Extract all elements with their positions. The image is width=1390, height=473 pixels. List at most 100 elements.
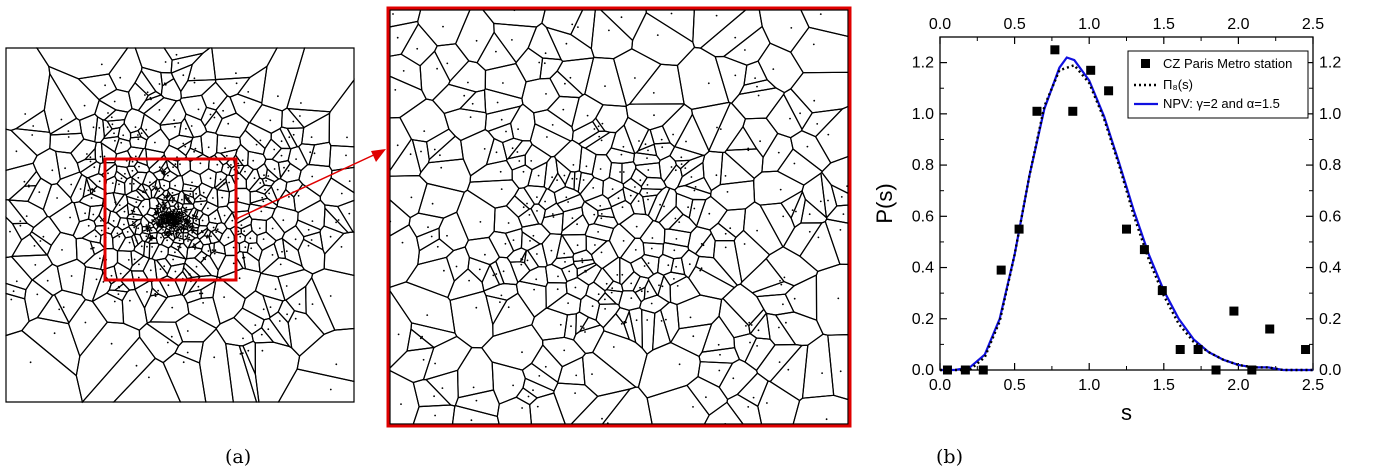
overview-cell: [168, 205, 177, 213]
overview-cell: [287, 145, 309, 172]
overview-site: [172, 258, 175, 261]
zoomed-site: [478, 268, 481, 271]
zoomed-site: [420, 150, 422, 153]
zoomed-site: [443, 269, 445, 272]
overview-cell: [134, 69, 157, 97]
zoomed-site: [685, 140, 687, 143]
zoomed-site: [665, 318, 667, 321]
zoomed-cell: [730, 87, 786, 120]
overview-site: [243, 256, 246, 259]
zoomed-site: [421, 335, 423, 338]
zoomed-site: [529, 240, 531, 242]
overview-site: [15, 150, 18, 153]
overview-cell: [250, 218, 268, 236]
zoom-arrow: [235, 152, 379, 220]
overview-cell: [238, 240, 250, 254]
overview-cell: [169, 220, 173, 227]
overview-site: [99, 155, 102, 158]
zoomed-cell: [425, 128, 457, 161]
overview-cell: [190, 240, 204, 250]
zoomed-site: [670, 166, 673, 168]
overview-site: [39, 240, 42, 242]
overview-cell: [241, 290, 271, 321]
zoomed-site: [581, 258, 583, 260]
overview-site: [174, 184, 177, 187]
y-tick-label: 1.0: [912, 106, 934, 123]
overview-site: [118, 204, 121, 207]
overview-cell: [200, 279, 217, 299]
zoomed-site: [756, 229, 758, 232]
overview-site: [172, 225, 174, 227]
zoomed-site: [647, 149, 649, 152]
overview-site: [335, 363, 338, 366]
zoomed-cell: [389, 288, 413, 370]
overview-site: [157, 289, 160, 292]
metro-data-point: [1265, 324, 1275, 334]
overview-cell: [262, 138, 283, 161]
overview-cell: [249, 190, 269, 204]
zoomed-site: [812, 43, 815, 46]
overview-site: [189, 220, 192, 222]
zoomed-site: [752, 396, 755, 399]
overview-cell: [248, 103, 283, 134]
overview-cell: [134, 221, 144, 236]
overview-cell: [143, 97, 178, 126]
overview-cell: [155, 257, 172, 276]
zoomed-cell: [389, 53, 423, 92]
overview-cell: [277, 299, 296, 324]
zoomed-site: [726, 191, 729, 193]
overview-site: [133, 226, 136, 229]
overview-cell: [136, 183, 148, 195]
overview-site: [254, 324, 257, 326]
overview-site: [241, 159, 244, 162]
y-tick-label: 0.4: [912, 260, 934, 277]
overview-site: [165, 194, 168, 197]
zoomed-site: [483, 148, 486, 150]
overview-cell: [206, 221, 219, 233]
overview-site: [119, 272, 122, 275]
zoomed-cell: [675, 192, 694, 219]
zoomed-site: [598, 135, 601, 138]
overview-cell: [261, 47, 306, 112]
zoomed-site: [759, 140, 761, 143]
overview-site: [263, 174, 265, 177]
zoomed-site: [644, 143, 647, 146]
x-tick-label-top: 0.5: [1003, 16, 1025, 33]
zoomed-cell: [761, 132, 794, 173]
zoomed-cell: [629, 256, 655, 279]
zoomed-cell: [667, 213, 698, 234]
overview-cell: [100, 247, 119, 271]
overview-site: [137, 138, 140, 141]
y-tick-label: 1.2: [912, 55, 934, 72]
overview-cell: [161, 207, 169, 213]
overview-site: [134, 223, 136, 226]
overview-site: [122, 134, 125, 137]
zoomed-site: [700, 267, 703, 270]
y-tick-label: 0.0: [912, 362, 934, 379]
metro-data-point: [1193, 345, 1203, 355]
zoomed-cell: [458, 89, 487, 114]
zoomed-site: [724, 423, 727, 425]
overview-cell: [110, 225, 124, 240]
overview-site: [182, 361, 185, 364]
zoomed-site: [446, 234, 448, 237]
overview-site: [259, 182, 262, 184]
overview-site: [274, 288, 277, 291]
zoomed-cell: [389, 20, 419, 57]
zoomed-frame: [386, 6, 852, 428]
zoomed-site: [455, 265, 458, 268]
zoomed-cell: [718, 297, 751, 339]
zoomed-cell: [597, 207, 616, 219]
overview-site: [98, 127, 101, 129]
overview-cell: [182, 262, 202, 279]
zoomed-site: [661, 146, 664, 149]
overview-site: [197, 108, 200, 111]
overview-site: [340, 192, 343, 195]
zoomed-site: [634, 186, 636, 188]
overview-site: [133, 210, 136, 213]
zoomed-site: [600, 217, 603, 220]
overview-site: [299, 115, 301, 117]
overview-site: [149, 181, 151, 184]
zoomed-site: [472, 386, 475, 389]
overview-site: [166, 217, 169, 219]
